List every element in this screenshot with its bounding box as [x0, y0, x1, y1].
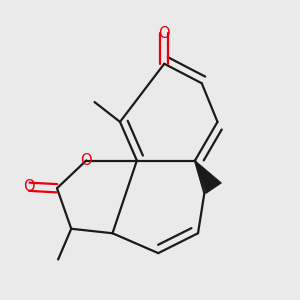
Text: O: O — [80, 153, 92, 168]
Polygon shape — [195, 160, 221, 194]
Text: O: O — [158, 26, 170, 40]
Text: O: O — [23, 179, 35, 194]
